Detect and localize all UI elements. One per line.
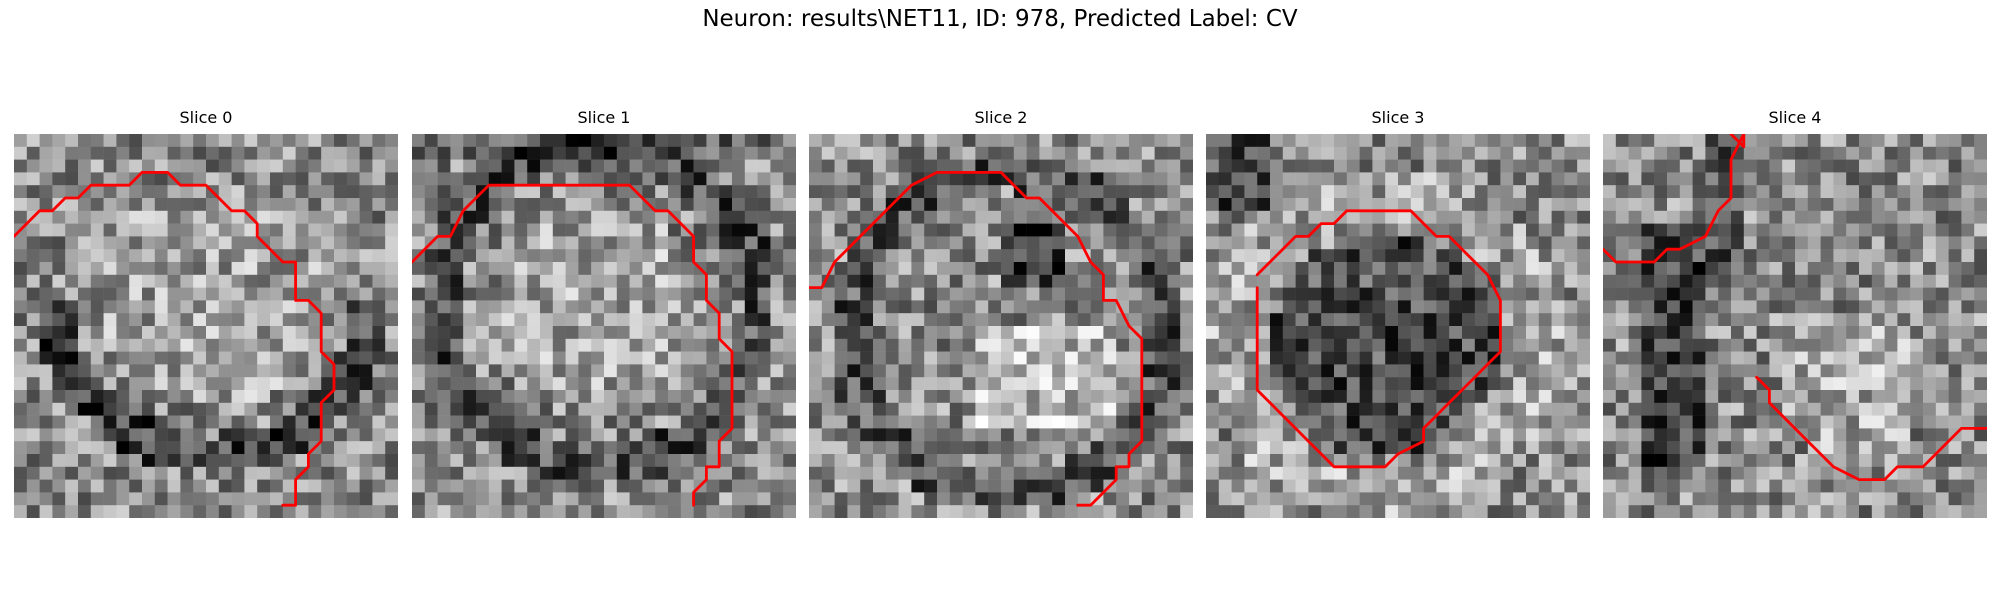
contour-outline: [14, 170, 336, 507]
pixel-grid: [1206, 134, 1590, 518]
figure-title: Neuron: results\NET11, ID: 978, Predicte…: [702, 6, 1298, 32]
slice-image-3: [1206, 134, 1590, 518]
slice-title: Slice 1: [577, 108, 631, 127]
slice-image-0: [14, 134, 398, 518]
slice-title: Slice 0: [179, 108, 233, 127]
contour-outline: [1255, 209, 1502, 469]
pixel-grid: [412, 134, 796, 518]
pixel-grid: [14, 134, 398, 518]
contour-outline: [1755, 375, 1987, 482]
slice-title: Slice 4: [1768, 108, 1822, 127]
pixel-grid: [1603, 134, 1987, 518]
slice-image-4: [1603, 134, 1987, 518]
slice-image-2: [809, 134, 1193, 518]
contour-outline: [1603, 134, 1746, 264]
contour-outline: [412, 183, 734, 507]
slice-title: Slice 3: [1371, 108, 1425, 127]
slice-image-1: [412, 134, 796, 518]
contour-outline: [809, 170, 1144, 507]
slice-title: Slice 2: [974, 108, 1028, 127]
pixel-grid: [809, 134, 1193, 518]
